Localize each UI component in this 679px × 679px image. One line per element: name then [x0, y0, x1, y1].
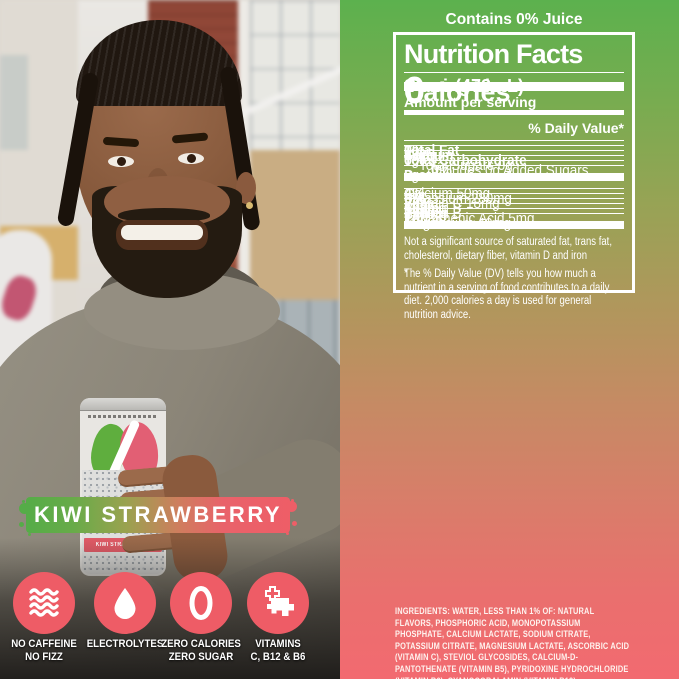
- waves-icon: [13, 572, 75, 634]
- ingredients-text: INGREDIENTS: WATER, LESS THAN 1% OF: NAT…: [395, 606, 630, 679]
- thick-divider: [404, 173, 624, 181]
- can-microtext: [88, 415, 158, 418]
- amount-per-serving-label: Amount per serving: [404, 94, 537, 110]
- footnote-text: The % Daily Value (DV) tells you how muc…: [404, 268, 610, 321]
- nutrient-value: 250%: [404, 206, 442, 222]
- nutrient-row-vitamin-b12: Vitamin B 12 6mcg 250%: [404, 203, 624, 225]
- badge-label-no-caffeine: NO CAFFEINE NO FIZZ: [11, 638, 77, 663]
- can-rim: [80, 398, 166, 411]
- badge-label-vitamins: VITAMINS C, B12 & B6: [250, 638, 306, 663]
- nutrition-facts-title: Nutrition Facts: [404, 39, 624, 73]
- mustache: [118, 208, 210, 222]
- badge-label-electrolytes: ELECTROLYTES: [86, 638, 164, 650]
- flavor-banner: KIWI STRAWBERRY: [19, 497, 297, 533]
- pupil-right: [187, 154, 196, 163]
- nutrient-row-total-sugars: Total Sugars 0g: [404, 155, 624, 174]
- thick-divider: [404, 221, 624, 229]
- calories-label: Calories: [404, 77, 511, 107]
- flavor-banner-label: KIWI STRAWBERRY: [33, 502, 283, 527]
- nutrition-panel: Contains 0% Juice Nutrition Facts Servin…: [340, 0, 679, 679]
- teeth: [121, 225, 203, 240]
- earring: [246, 202, 253, 209]
- pupil-left: [117, 157, 126, 166]
- calories-value: 0: [404, 70, 426, 112]
- not-significant-note: Not a significant source of saturated fa…: [404, 236, 612, 262]
- contains-juice-text: Contains 0% Juice: [445, 11, 583, 28]
- thick-divider: [404, 82, 624, 91]
- badge-label-zero-calories: ZERO CALORIES ZERO SUGAR: [161, 638, 241, 663]
- left-building-window: [0, 55, 28, 150]
- footnote-asterisk: *: [404, 268, 408, 280]
- feature-badges: NO CAFFEINE NO FIZZ ELECTROLYTES ZERO CA…: [0, 570, 340, 679]
- nutrition-facts-box: Nutrition Facts Serving size 1 can (473m…: [393, 32, 635, 321]
- droplet-icon: [94, 572, 156, 634]
- daily-value-header: % Daily Value*: [528, 120, 624, 136]
- medium-divider: [404, 110, 624, 115]
- zero-icon: [170, 572, 232, 634]
- nutrient-row-magnesium: Magnesium 40mg 10%: [404, 213, 624, 232]
- glass-windows-top: [250, 0, 340, 150]
- daily-value-footnote: * The % Daily Value (DV) tells you how m…: [404, 264, 626, 321]
- plus-plus-icon: [247, 572, 309, 634]
- nutrient-row-protein: Protein 0g: [404, 165, 624, 184]
- lifestyle-photo: KIWI STRAWBERRY KIWI STRAWBERRY: [0, 0, 340, 679]
